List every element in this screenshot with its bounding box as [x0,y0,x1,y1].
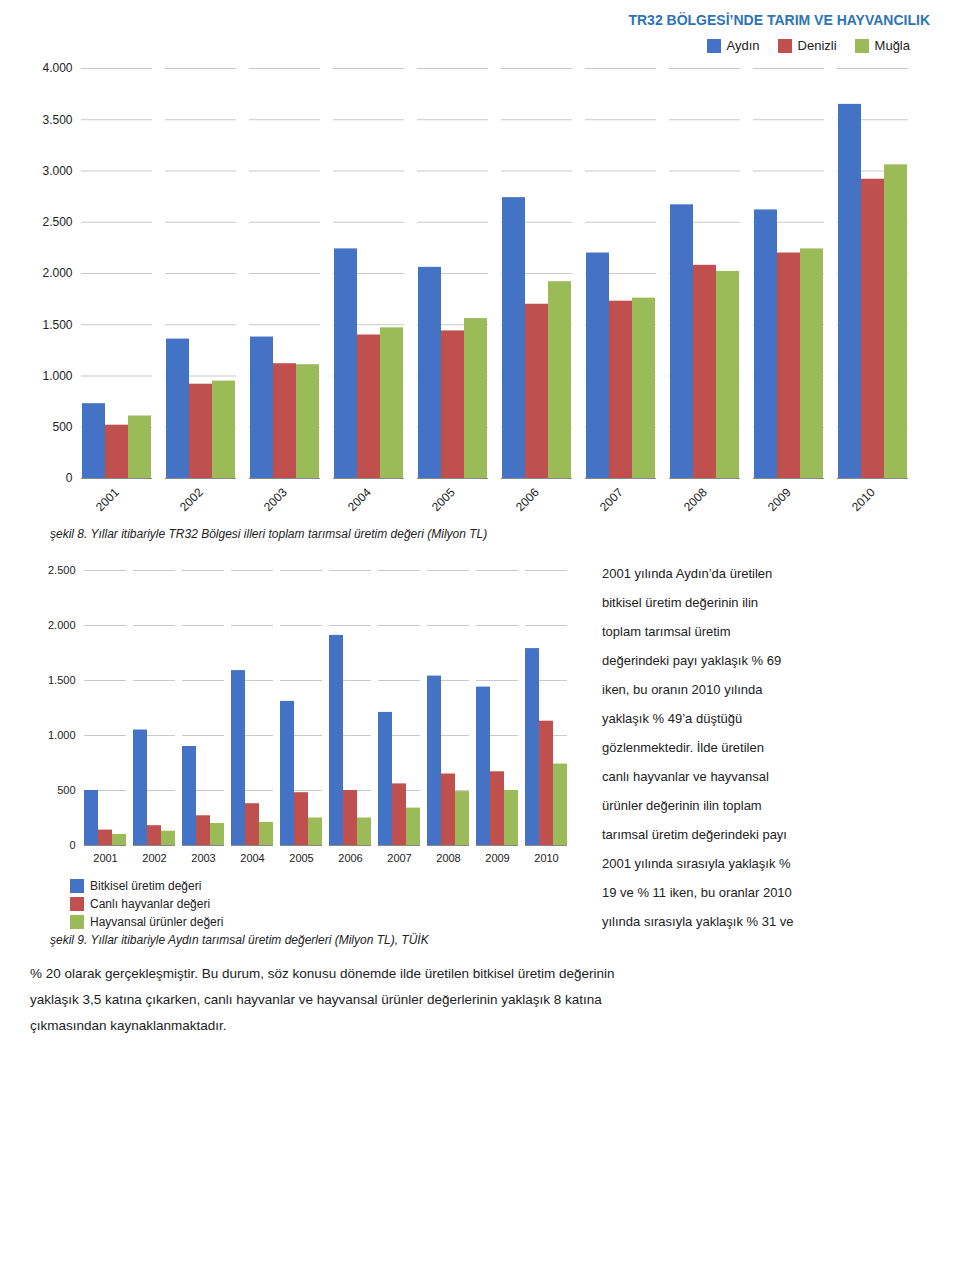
svg-text:2.000: 2.000 [42,266,72,280]
html-text:2001 yılında Aydın’da üretilen: 2001 yılında Aydın’da üretilen [602,566,773,581]
svg-text:2010: 2010 [534,852,558,864]
html-text:iken, bu oranın 2010 yılında: iken, bu oranın 2010 yılında [602,682,763,697]
svg-text:2001: 2001 [93,485,122,514]
html-text:canlı hayvanlar ve hayvansal: canlı hayvanlar ve hayvansal [602,769,769,784]
svg-text:2002: 2002 [177,485,206,514]
html-text:ürünler değerinin ilin toplam: ürünler değerinin ilin toplam [602,798,762,813]
svg-text:1.500: 1.500 [42,318,72,332]
svg-text:2007: 2007 [387,852,411,864]
html-text:Hayvansal ürünler değeri: Hayvansal ürünler değeri [90,915,224,929]
html-text:toplam tarımsal üretim: toplam tarımsal üretim [602,624,731,639]
svg-text:2005: 2005 [429,485,458,514]
html-text:TR32 BÖLGESİ’NDE TARIM VE HAYV: TR32 BÖLGESİ’NDE TARIM VE HAYVANCILIK [628,12,930,28]
svg-text:500: 500 [52,420,72,434]
svg-text:1.000: 1.000 [48,729,76,741]
html-text:değerindeki payı yaklaşık % 69: değerindeki payı yaklaşık % 69 [602,653,782,668]
svg-text:2008: 2008 [681,485,710,514]
html-text:2001 yılında sırasıyla yaklaşı: 2001 yılında sırasıyla yaklaşık % [602,856,791,871]
html-text:yaklaşık 3,5 katına çıkarken,: yaklaşık 3,5 katına çıkarken, canlı hayv… [30,992,602,1007]
html-text:şekil 9. Yıllar itibariyle Ayd: şekil 9. Yıllar itibariyle Aydın tarımsa… [50,933,429,947]
html-text:Aydın: Aydın [726,38,760,53]
svg-text:1.500: 1.500 [48,674,76,686]
svg-text:3.500: 3.500 [42,113,72,127]
svg-text:2008: 2008 [436,852,460,864]
html-text:yılında sırasıyla yaklaşık % 3: yılında sırasıyla yaklaşık % 31 ve [602,914,794,929]
svg-text:2002: 2002 [142,852,166,864]
svg-text:2006: 2006 [338,852,362,864]
svg-text:2001: 2001 [93,852,117,864]
svg-text:2004: 2004 [240,852,264,864]
html-text:tarımsal üretim değerindeki pa: tarımsal üretim değerindeki payı [602,827,787,842]
html-text:Muğla: Muğla [874,38,910,53]
svg-text:2009: 2009 [765,485,794,514]
svg-text:2.500: 2.500 [42,215,72,229]
svg-text:0: 0 [66,471,73,485]
svg-text:2003: 2003 [191,852,215,864]
svg-text:2005: 2005 [289,852,313,864]
svg-text:500: 500 [57,784,75,796]
svg-text:2.500: 2.500 [48,564,76,576]
html-text:yaklaşık % 49’a düştüğü: yaklaşık % 49’a düştüğü [602,711,743,726]
svg-text:4.000: 4.000 [42,61,72,75]
html-text:şekil 8. Yıllar itibariyle TR3: şekil 8. Yıllar itibariyle TR32 Bölgesi … [50,527,488,541]
svg-text:2007: 2007 [597,485,626,514]
svg-text:2004: 2004 [345,485,374,514]
html-text:bitkisel üretim değerinin ilin: bitkisel üretim değerinin ilin [602,595,759,610]
svg-text:2009: 2009 [485,852,509,864]
svg-text:2003: 2003 [261,485,290,514]
svg-text:2.000: 2.000 [48,619,76,631]
html-text:gözlenmektedir. İlde üretilen: gözlenmektedir. İlde üretilen [602,740,764,755]
svg-text:3.000: 3.000 [42,164,72,178]
svg-text:1.000: 1.000 [42,369,72,383]
svg-text:0: 0 [69,839,75,851]
svg-text:2006: 2006 [513,485,542,514]
html-text:Denizli: Denizli [797,38,837,53]
html-text:Canlı hayvanlar değeri: Canlı hayvanlar değeri [90,897,211,911]
html-text:Bitkisel üretim değeri: Bitkisel üretim değeri [90,879,202,893]
svg-text:2010: 2010 [849,485,878,514]
html-text:çıkmasından kaynaklanmaktadır.: çıkmasından kaynaklanmaktadır. [30,1018,227,1033]
html-text:19 ve % 11 iken, bu oranlar 20: 19 ve % 11 iken, bu oranlar 2010 [602,885,792,900]
html-text:% 20 olarak gerçekleşmiştir. B: % 20 olarak gerçekleşmiştir. Bu durum, s… [30,966,615,981]
